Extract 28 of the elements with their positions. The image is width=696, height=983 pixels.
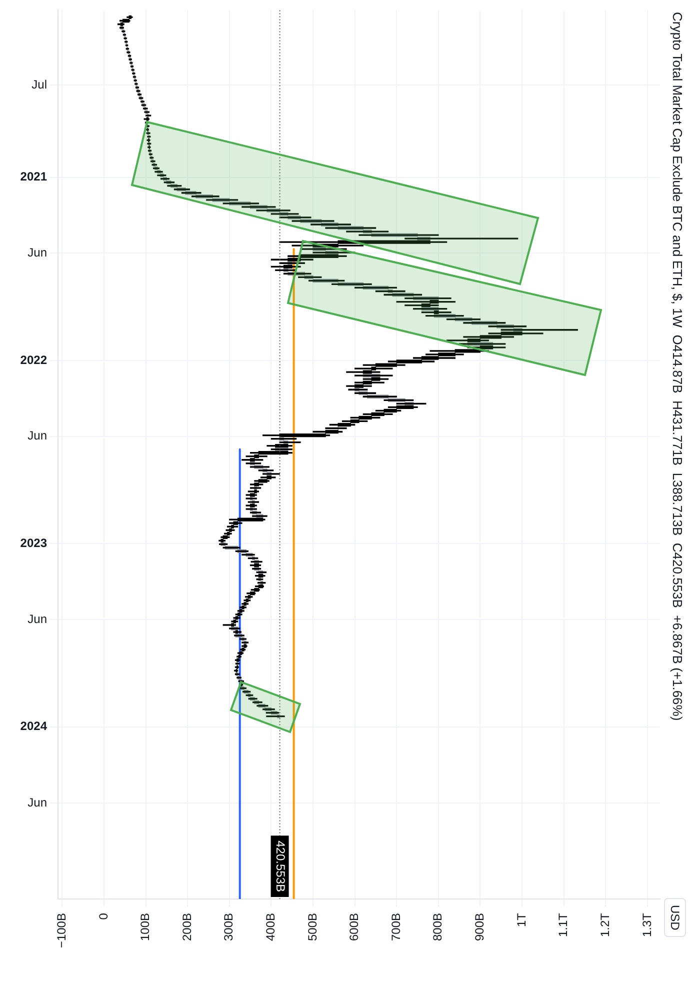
x-tick-label: 900B [472,913,487,942]
x-tick-label: 1.1T [556,912,570,938]
x-tick-label: 800B [430,913,445,942]
y-tick-label: Jun [28,612,47,626]
y-tick-label: Jun [28,795,47,810]
y-tick-label: Jul [32,77,47,92]
x-tick-label: −100B [54,913,68,948]
text: Crypto Total Market Cap Exclude BTC and ETH, $, 1W [670,12,685,328]
x-tick-label: 1T [514,912,528,928]
x-tick-label: 0 [96,912,110,920]
y-tick-label: 2021 [20,170,48,184]
y-tick-label: Jun [28,245,47,260]
y-axis-title: USD [664,898,686,938]
x-tick-label: 300B [222,913,236,942]
text: O414.87B H431.771B L388.713B C420.553B +6.867B (+1.66%) [670,334,685,721]
ref-line-label: 420.553B [273,840,288,892]
x-tick-label: 100B [138,913,152,942]
y-tick-label: 2022 [20,352,48,367]
x-tick-label: 500B [305,913,320,942]
x-tick-label: 1.3T [640,912,654,938]
x-tick-label: 600B [347,913,362,942]
y-tick-label: 2023 [20,536,48,550]
x-tick-label: 200B [180,913,194,942]
x-tick-label: 700B [388,913,403,942]
x-tick-label: 400B [264,913,278,942]
x-tick-label: 1.2T [598,912,612,938]
y-tick-label: Jun [28,428,47,443]
y-tick-label: 2024 [20,719,48,734]
